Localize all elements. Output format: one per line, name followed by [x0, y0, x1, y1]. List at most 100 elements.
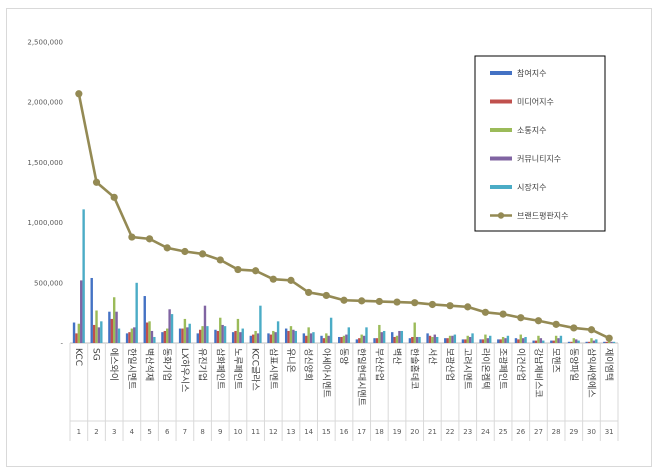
rank-label: 2 — [94, 428, 98, 436]
brand-index-point — [552, 320, 560, 328]
bar-참여지수 — [408, 338, 412, 343]
bar-소통지수 — [201, 326, 204, 343]
chart-frame: - 500,000 1,000,000 1,500,000 2,000,000 2,500… — [6, 8, 652, 467]
bar-커뮤니티지수 — [221, 324, 224, 343]
bar-커뮤니티지수 — [115, 311, 118, 343]
bar-참여지수 — [373, 338, 376, 343]
bar-소통지수 — [219, 317, 222, 343]
category-label: 아세아시멘트 — [320, 348, 331, 398]
bar-소통지수 — [130, 328, 134, 343]
bar-시장지수 — [312, 332, 315, 343]
rank-label: 20 — [410, 428, 419, 436]
bar-미디어지수 — [145, 322, 149, 343]
brand-index-point — [216, 256, 224, 264]
brand-index-point — [163, 244, 171, 252]
bar-시장지수 — [170, 314, 174, 343]
rank-label: 9 — [218, 428, 222, 436]
category-label: 모헨즈 — [550, 348, 562, 373]
bar-미디어지수 — [110, 318, 113, 343]
y-tick-label: - — [60, 340, 63, 348]
rank-label: 30 — [587, 428, 596, 436]
bar-시장지수 — [223, 326, 227, 343]
legend-label: 브랜드평판지수 — [517, 211, 569, 221]
bar-참여지수 — [338, 336, 341, 343]
bar-참여지수 — [249, 335, 253, 343]
legend-swatch-시장지수 — [490, 185, 512, 189]
bar-시장지수 — [400, 330, 404, 343]
rank-label: 8 — [200, 428, 204, 436]
bar-시장지수 — [489, 335, 492, 343]
bar-시장지수 — [506, 335, 510, 343]
category-label: 강남제비스코 — [532, 348, 543, 398]
bar-커뮤니티지수 — [592, 340, 596, 343]
rank-label: 31 — [605, 428, 614, 436]
bar-커뮤니티지수 — [203, 305, 207, 343]
bar-소통지수 — [378, 324, 381, 343]
brand-index-point — [287, 276, 295, 284]
bar-커뮤니티지수 — [451, 335, 454, 343]
category-label: 제이엠텍 — [603, 348, 615, 381]
rank-label: 7 — [183, 428, 187, 436]
brand-index-point — [464, 303, 472, 311]
bar-커뮤니티지수 — [168, 309, 171, 343]
rank-label: 11 — [251, 428, 260, 436]
bar-미디어지수 — [464, 339, 467, 343]
bar-소통지수 — [501, 336, 505, 343]
bar-소통지수 — [607, 340, 611, 343]
rank-label: 19 — [393, 428, 402, 436]
rank-label: 13 — [287, 428, 296, 436]
category-label: 유진기업 — [197, 348, 208, 381]
brand-index-point — [252, 267, 260, 275]
bar-미디어지수 — [481, 339, 485, 343]
category-label: LX하우시스 — [179, 348, 190, 392]
bar-커뮤니티지수 — [539, 338, 543, 343]
bar-커뮤니티지수 — [150, 330, 154, 343]
brand-index-point — [305, 288, 313, 297]
brand-index-point — [481, 308, 490, 316]
bar-커뮤니티지수 — [133, 327, 136, 343]
category-label: 노루페인트 — [232, 348, 243, 389]
category-label: SG — [91, 348, 101, 361]
bar-참여지수 — [461, 339, 465, 343]
bar-참여지수 — [302, 333, 306, 343]
legend-label: 시장지수 — [517, 182, 546, 192]
brand-index-point — [145, 235, 154, 243]
brand-index-point — [358, 297, 366, 305]
brand-index-point — [128, 233, 136, 241]
bar-시장지수 — [241, 328, 244, 343]
brand-index-point — [393, 298, 401, 306]
category-label: KCC글라스 — [250, 348, 261, 391]
bar-미디어지수 — [375, 338, 379, 343]
bar-커뮤니티지수 — [362, 335, 366, 343]
legend-swatch-미디어지수 — [490, 99, 512, 104]
rank-label: 3 — [112, 428, 116, 436]
bar-시장지수 — [276, 321, 280, 343]
bar-미디어지수 — [358, 338, 361, 343]
bar-소통지수 — [183, 318, 187, 343]
legend-swatch-소통지수 — [490, 128, 512, 132]
category-label: 한일시멘트 — [126, 348, 137, 389]
category-label: 서산 — [426, 348, 437, 365]
rank-label: 1 — [77, 428, 81, 436]
bar-시장지수 — [453, 334, 457, 343]
category-label: 벽산석재 — [144, 348, 155, 381]
bar-커뮤니티지수 — [610, 341, 613, 343]
bar-미디어지수 — [287, 330, 290, 343]
category-label: 조광페인트 — [497, 348, 509, 389]
y-tick-label: 500,000 — [34, 279, 63, 287]
bar-커뮤니티지수 — [398, 330, 401, 343]
category-label: 부산산업 — [373, 348, 384, 381]
bar-미디어지수 — [411, 336, 414, 343]
bar-참여지수 — [585, 341, 588, 343]
bar-미디어지수 — [305, 335, 308, 343]
category-label: 고려시멘트 — [462, 348, 473, 389]
bar-커뮤니티지수 — [468, 336, 472, 343]
category-label: 벽산 — [391, 348, 402, 365]
bar-참여지수 — [532, 340, 535, 343]
bar-커뮤니티지수 — [292, 329, 295, 343]
bar-시장지수 — [153, 336, 156, 343]
bar-소통지수 — [572, 338, 576, 343]
rank-label: 16 — [340, 428, 349, 436]
bar-시장지수 — [188, 323, 191, 343]
bar-커뮤니티지수 — [327, 335, 330, 343]
